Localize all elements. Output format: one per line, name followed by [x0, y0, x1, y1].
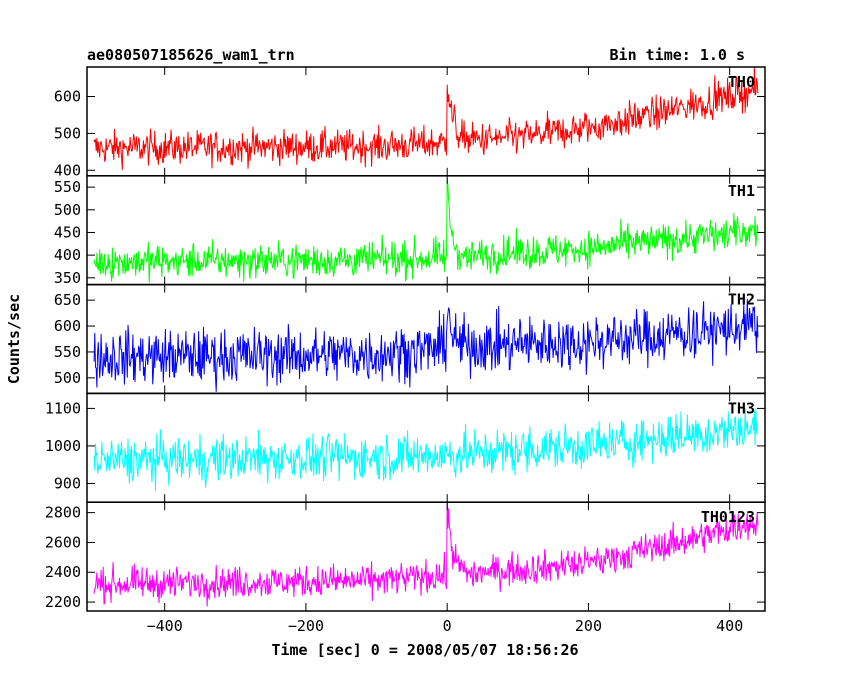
x-tick-label: −200 — [288, 617, 324, 635]
series-line-th2 — [93, 298, 759, 392]
panel-label: TH0123 — [701, 508, 755, 526]
x-tick-label: 400 — [716, 617, 743, 635]
y-tick-label: 500 — [54, 369, 81, 387]
y-tick-label: 500 — [54, 201, 81, 219]
x-tick-label: 200 — [575, 617, 602, 635]
x-axis-label: Time [sec] 0 = 2008/05/07 18:56:26 — [271, 641, 578, 659]
bin-time-label: Bin time: 1.0 s — [610, 46, 745, 64]
series-line-th0123 — [93, 502, 759, 607]
y-tick-label: 2800 — [45, 504, 81, 522]
y-tick-label: 2600 — [45, 533, 81, 551]
y-tick-label: 650 — [54, 291, 81, 309]
y-tick-label: 400 — [54, 161, 81, 179]
y-tick-label: 600 — [54, 88, 81, 106]
series-line-th3 — [93, 408, 759, 492]
panel-frame-th0 — [86, 66, 766, 177]
y-tick-label: 2200 — [45, 593, 81, 611]
y-tick-label: 2400 — [45, 563, 81, 581]
panel-label: TH2 — [728, 291, 755, 309]
y-tick-label: 600 — [54, 317, 81, 335]
panel-label: TH3 — [728, 399, 755, 417]
x-tick-label: 0 — [443, 617, 452, 635]
y-tick-label: 450 — [54, 223, 81, 241]
panel-frame-th0123 — [86, 501, 766, 612]
panel-th0123: 2200 2400 2600 2800 TH0123 — [45, 501, 766, 612]
y-tick-label: 550 — [54, 178, 81, 196]
y-tick-label: 350 — [54, 269, 81, 287]
panels-group: 400 500 600 TH0 350 400 450 500 550 TH1 500 550 600 6… — [45, 66, 766, 635]
series-line-th0 — [93, 67, 759, 170]
y-axis-label: Counts/sec — [5, 294, 23, 384]
panel-th1: 350 400 450 500 550 TH1 — [54, 175, 766, 287]
y-tick-label: 900 — [54, 474, 81, 492]
series-line-th1 — [93, 178, 759, 283]
chart-title: ae080507185626_wam1_trn — [87, 46, 295, 64]
x-tick-label: −400 — [147, 617, 183, 635]
panel-label: TH1 — [728, 182, 755, 200]
panel-th2: 500 550 600 650 TH2 — [54, 283, 766, 395]
y-tick-label: 550 — [54, 343, 81, 361]
y-tick-label: 500 — [54, 124, 81, 142]
panel-th0: 400 500 600 TH0 — [54, 66, 766, 179]
y-tick-label: 400 — [54, 246, 81, 264]
panel-th3: 900 1000 1100 TH3 — [45, 392, 766, 503]
y-tick-label: 1100 — [45, 399, 81, 417]
y-tick-label: 1000 — [45, 437, 81, 455]
panel-label: TH0 — [728, 73, 755, 91]
